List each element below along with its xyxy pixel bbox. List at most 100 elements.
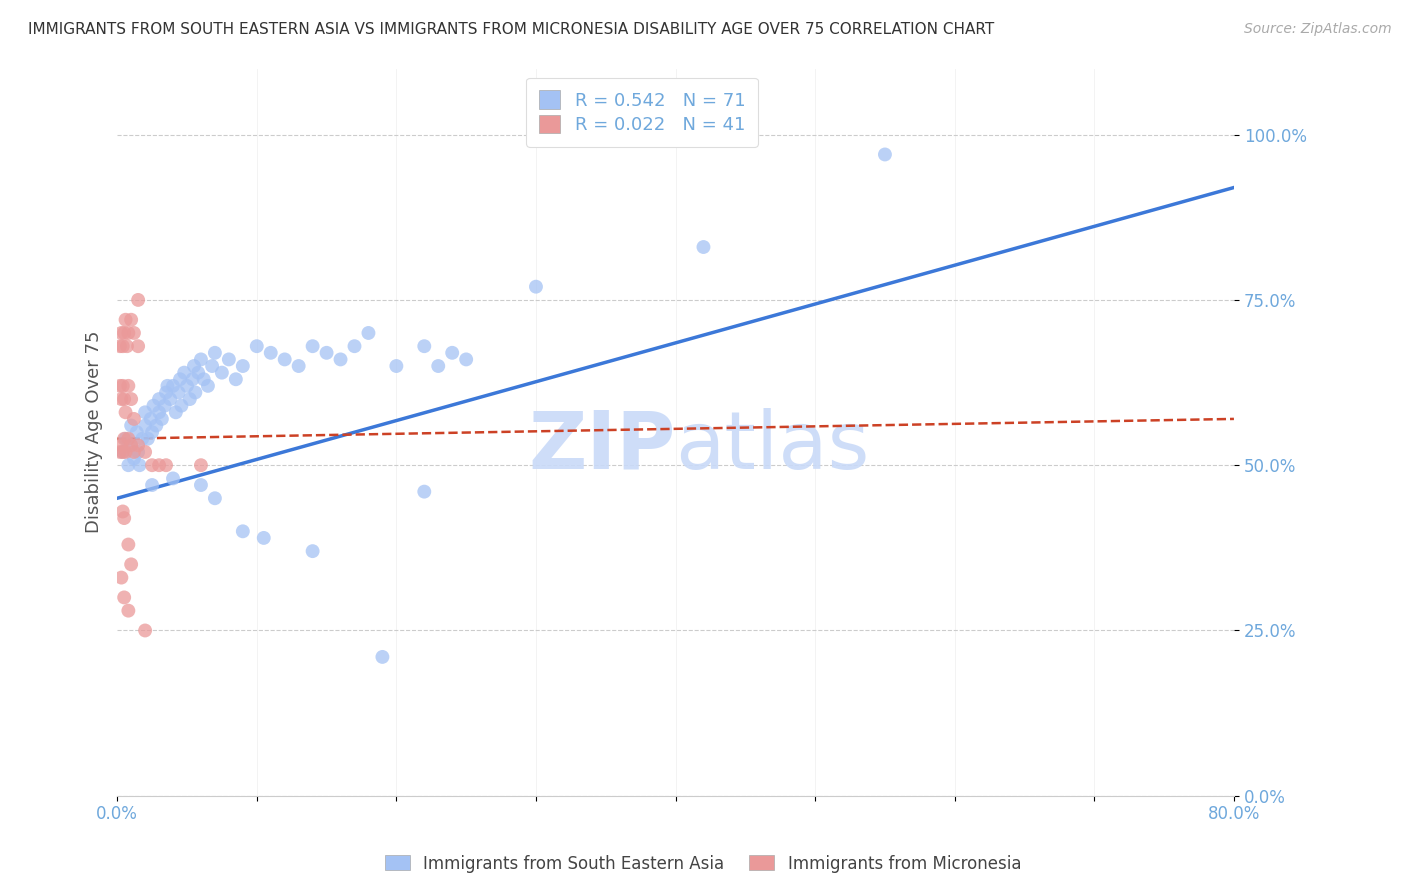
Point <box>131 432 153 446</box>
Point <box>181 372 204 386</box>
Point <box>117 326 139 340</box>
Point <box>301 339 323 353</box>
Point <box>232 524 254 539</box>
Point <box>167 385 190 400</box>
Point <box>193 372 215 386</box>
Point <box>139 412 162 426</box>
Point <box>413 484 436 499</box>
Point <box>456 352 478 367</box>
Point <box>114 445 136 459</box>
Point <box>187 366 209 380</box>
Text: Source: ZipAtlas.com: Source: ZipAtlas.com <box>1244 22 1392 37</box>
Point <box>441 346 464 360</box>
Point <box>117 432 139 446</box>
Point <box>120 392 142 406</box>
Point <box>122 326 145 340</box>
Point <box>111 504 134 518</box>
Point <box>232 359 254 373</box>
Point <box>114 432 136 446</box>
Point <box>134 624 156 638</box>
Point <box>120 312 142 326</box>
Point <box>218 352 240 367</box>
Point <box>111 379 134 393</box>
Point <box>211 366 233 380</box>
Point <box>148 392 170 406</box>
Point <box>120 438 142 452</box>
Point <box>201 359 224 373</box>
Point <box>127 293 149 307</box>
Point <box>141 458 163 473</box>
Point <box>183 359 205 373</box>
Text: atlas: atlas <box>675 408 870 485</box>
Point <box>427 359 450 373</box>
Point <box>108 339 131 353</box>
Point <box>357 326 380 340</box>
Point <box>155 385 177 400</box>
Point <box>117 458 139 473</box>
Point <box>141 478 163 492</box>
Point <box>127 339 149 353</box>
Point <box>273 352 295 367</box>
Point <box>371 649 394 664</box>
Point <box>108 445 131 459</box>
Point <box>112 511 135 525</box>
Point <box>108 379 131 393</box>
Point <box>115 339 138 353</box>
Point <box>112 326 135 340</box>
Point <box>142 399 165 413</box>
Point <box>110 438 132 452</box>
Point <box>111 445 134 459</box>
Point <box>197 379 219 393</box>
Point <box>162 379 184 393</box>
Point <box>134 445 156 459</box>
Point <box>170 399 193 413</box>
Point <box>122 451 145 466</box>
Point <box>134 405 156 419</box>
Point <box>145 418 167 433</box>
Point <box>385 359 408 373</box>
Point <box>692 240 714 254</box>
Point <box>148 405 170 419</box>
Point <box>117 379 139 393</box>
Point <box>112 591 135 605</box>
Point <box>184 385 207 400</box>
Point <box>315 346 337 360</box>
Point <box>169 372 191 386</box>
Point <box>176 379 198 393</box>
Text: IMMIGRANTS FROM SOUTH EASTERN ASIA VS IMMIGRANTS FROM MICRONESIA DISABILITY AGE : IMMIGRANTS FROM SOUTH EASTERN ASIA VS IM… <box>28 22 994 37</box>
Point <box>253 531 276 545</box>
Point <box>287 359 309 373</box>
Point <box>136 432 159 446</box>
Point <box>179 392 201 406</box>
Point <box>111 445 134 459</box>
Point <box>190 458 212 473</box>
Legend: R = 0.542   N = 71, R = 0.022   N = 41: R = 0.542 N = 71, R = 0.022 N = 41 <box>526 78 758 147</box>
Legend: Immigrants from South Eastern Asia, Immigrants from Micronesia: Immigrants from South Eastern Asia, Immi… <box>378 848 1028 880</box>
Point <box>110 392 132 406</box>
Point <box>148 458 170 473</box>
Point <box>110 571 132 585</box>
Point <box>873 147 896 161</box>
Point <box>204 491 226 506</box>
Point <box>162 471 184 485</box>
Point <box>120 558 142 572</box>
Point <box>111 339 134 353</box>
Point <box>155 458 177 473</box>
Point <box>156 379 179 393</box>
Point <box>122 445 145 459</box>
Point <box>524 279 547 293</box>
Point <box>122 412 145 426</box>
Point <box>246 339 269 353</box>
Point <box>112 432 135 446</box>
Point <box>120 418 142 433</box>
Y-axis label: Disability Age Over 75: Disability Age Over 75 <box>86 331 103 533</box>
Point <box>329 352 352 367</box>
Point <box>413 339 436 353</box>
Point <box>165 405 187 419</box>
Point <box>260 346 283 360</box>
Point <box>127 445 149 459</box>
Point <box>134 418 156 433</box>
Point <box>117 604 139 618</box>
Point <box>117 537 139 551</box>
Point <box>110 326 132 340</box>
